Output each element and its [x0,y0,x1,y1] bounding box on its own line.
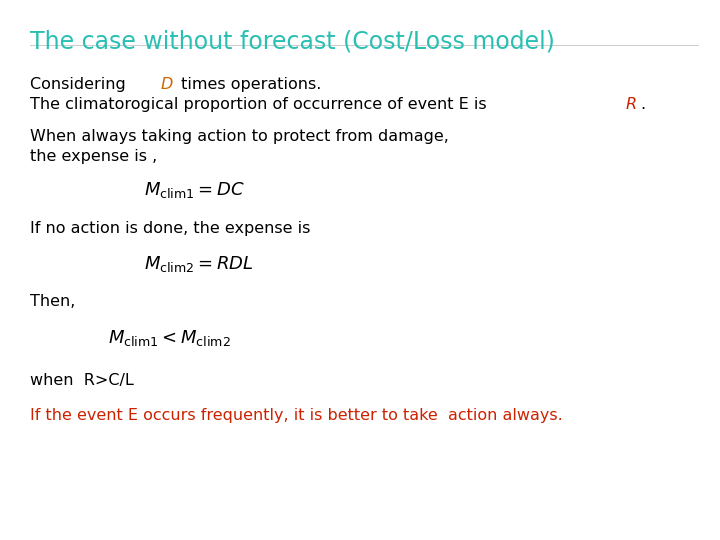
Text: $M_{\mathrm{clim1}} = DC$: $M_{\mathrm{clim1}} = DC$ [144,180,245,200]
Text: The climatorogical proportion of occurrence of event E is: The climatorogical proportion of occurre… [30,97,492,112]
Text: If no action is done, the expense is: If no action is done, the expense is [30,221,310,237]
Text: $M_{\mathrm{clim2}} = RDL$: $M_{\mathrm{clim2}} = RDL$ [144,254,253,274]
Text: times operations.: times operations. [176,77,322,92]
Text: when  R>C/L: when R>C/L [30,373,134,388]
Text: If the event E occurs frequently, it is better to take  action always.: If the event E occurs frequently, it is … [30,408,563,423]
Text: When always taking action to protect from damage,: When always taking action to protect fro… [30,129,449,144]
Text: Considering: Considering [30,77,131,92]
Text: The case without forecast (Cost/Loss model): The case without forecast (Cost/Loss mod… [30,30,555,53]
Text: D: D [161,77,173,92]
Text: $M_{\mathrm{clim1}} < M_{\mathrm{clim2}}$: $M_{\mathrm{clim1}} < M_{\mathrm{clim2}}… [108,328,231,348]
Text: .: . [640,97,646,112]
Text: the expense is ,: the expense is , [30,149,158,164]
Text: R: R [626,97,637,112]
Text: Then,: Then, [30,294,76,309]
